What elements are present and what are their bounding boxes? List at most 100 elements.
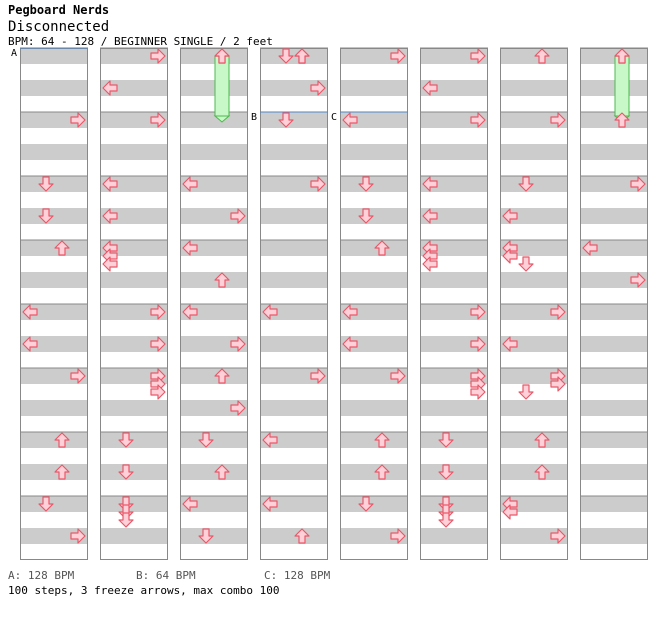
beat-band — [580, 96, 648, 112]
chart-info: BPM: 64 - 128 / BEGINNER SINGLE / 2 feet — [8, 35, 273, 48]
beat-band — [100, 288, 168, 304]
beat-band — [180, 448, 248, 464]
beat-band — [20, 464, 88, 480]
beat-band — [100, 208, 168, 224]
beat-band — [580, 352, 648, 368]
beat-band — [420, 208, 488, 224]
beat-band — [260, 240, 328, 256]
beat-band — [100, 80, 168, 96]
beat-band — [340, 176, 408, 192]
beat-band — [260, 112, 328, 128]
beat-band — [500, 416, 568, 432]
step-arrow — [150, 48, 166, 64]
beat-band — [420, 96, 488, 112]
beat-band — [580, 64, 648, 80]
column-border — [580, 48, 648, 560]
beat-band — [180, 288, 248, 304]
freeze-arrow-body — [614, 55, 630, 117]
beat-band — [420, 64, 488, 80]
beat-band — [20, 384, 88, 400]
beat-band — [20, 416, 88, 432]
step-arrow — [102, 256, 118, 272]
beat-band — [180, 384, 248, 400]
beat-band — [340, 128, 408, 144]
step-arrow — [502, 504, 518, 520]
step-arrow — [230, 208, 246, 224]
beat-band — [20, 400, 88, 416]
beat-band — [100, 160, 168, 176]
beat-band — [580, 144, 648, 160]
beat-band — [500, 432, 568, 448]
beat-band — [340, 384, 408, 400]
beat-band — [420, 416, 488, 432]
beat-band — [420, 224, 488, 240]
beat-band — [20, 304, 88, 320]
step-arrow — [550, 528, 566, 544]
step-arrow — [390, 528, 406, 544]
beat-band — [420, 496, 488, 512]
beat-band — [100, 432, 168, 448]
beat-band — [580, 512, 648, 528]
beat-band — [100, 464, 168, 480]
beat-band — [420, 288, 488, 304]
step-arrow — [342, 304, 358, 320]
beat-band — [100, 512, 168, 528]
beat-band — [100, 496, 168, 512]
beat-band — [420, 352, 488, 368]
step-arrow — [182, 304, 198, 320]
chart-column — [500, 47, 568, 560]
beat-band — [20, 448, 88, 464]
chart-column — [100, 47, 168, 560]
step-arrow — [502, 248, 518, 264]
beat-band — [580, 112, 648, 128]
beat-band — [580, 432, 648, 448]
beat-band — [20, 528, 88, 544]
beat-band — [500, 256, 568, 272]
step-arrow — [198, 432, 214, 448]
beat-band — [340, 224, 408, 240]
beat-band — [180, 496, 248, 512]
beat-band — [500, 176, 568, 192]
step-arrow — [502, 208, 518, 224]
beat-band — [340, 464, 408, 480]
chart-column — [340, 47, 408, 560]
beat-band — [180, 96, 248, 112]
step-arrow — [534, 464, 550, 480]
chart-column — [420, 47, 488, 560]
beat-band — [20, 160, 88, 176]
beat-band — [420, 80, 488, 96]
beat-band — [180, 240, 248, 256]
beat-band — [260, 64, 328, 80]
step-arrow — [374, 432, 390, 448]
step-arrow — [182, 496, 198, 512]
step-arrow — [518, 384, 534, 400]
step-arrow — [470, 336, 486, 352]
beat-band — [180, 464, 248, 480]
beat-band — [20, 80, 88, 96]
beat-band — [500, 208, 568, 224]
beat-band — [500, 400, 568, 416]
beat-band — [260, 384, 328, 400]
beat-band — [580, 272, 648, 288]
step-arrow — [438, 464, 454, 480]
step-arrow — [102, 176, 118, 192]
beat-band — [340, 416, 408, 432]
beat-band — [180, 480, 248, 496]
beat-band — [20, 128, 88, 144]
step-arrow — [150, 336, 166, 352]
beat-band — [500, 464, 568, 480]
step-arrow — [342, 112, 358, 128]
step-arrow — [198, 528, 214, 544]
beat-band — [260, 272, 328, 288]
step-arrow — [374, 464, 390, 480]
step-arrow — [38, 176, 54, 192]
beat-band — [340, 240, 408, 256]
beat-band — [500, 512, 568, 528]
step-arrow — [230, 336, 246, 352]
beat-band — [260, 352, 328, 368]
beat-band — [500, 144, 568, 160]
beat-band — [500, 544, 568, 560]
beat-band — [100, 416, 168, 432]
beat-band — [180, 128, 248, 144]
step-arrow — [438, 432, 454, 448]
